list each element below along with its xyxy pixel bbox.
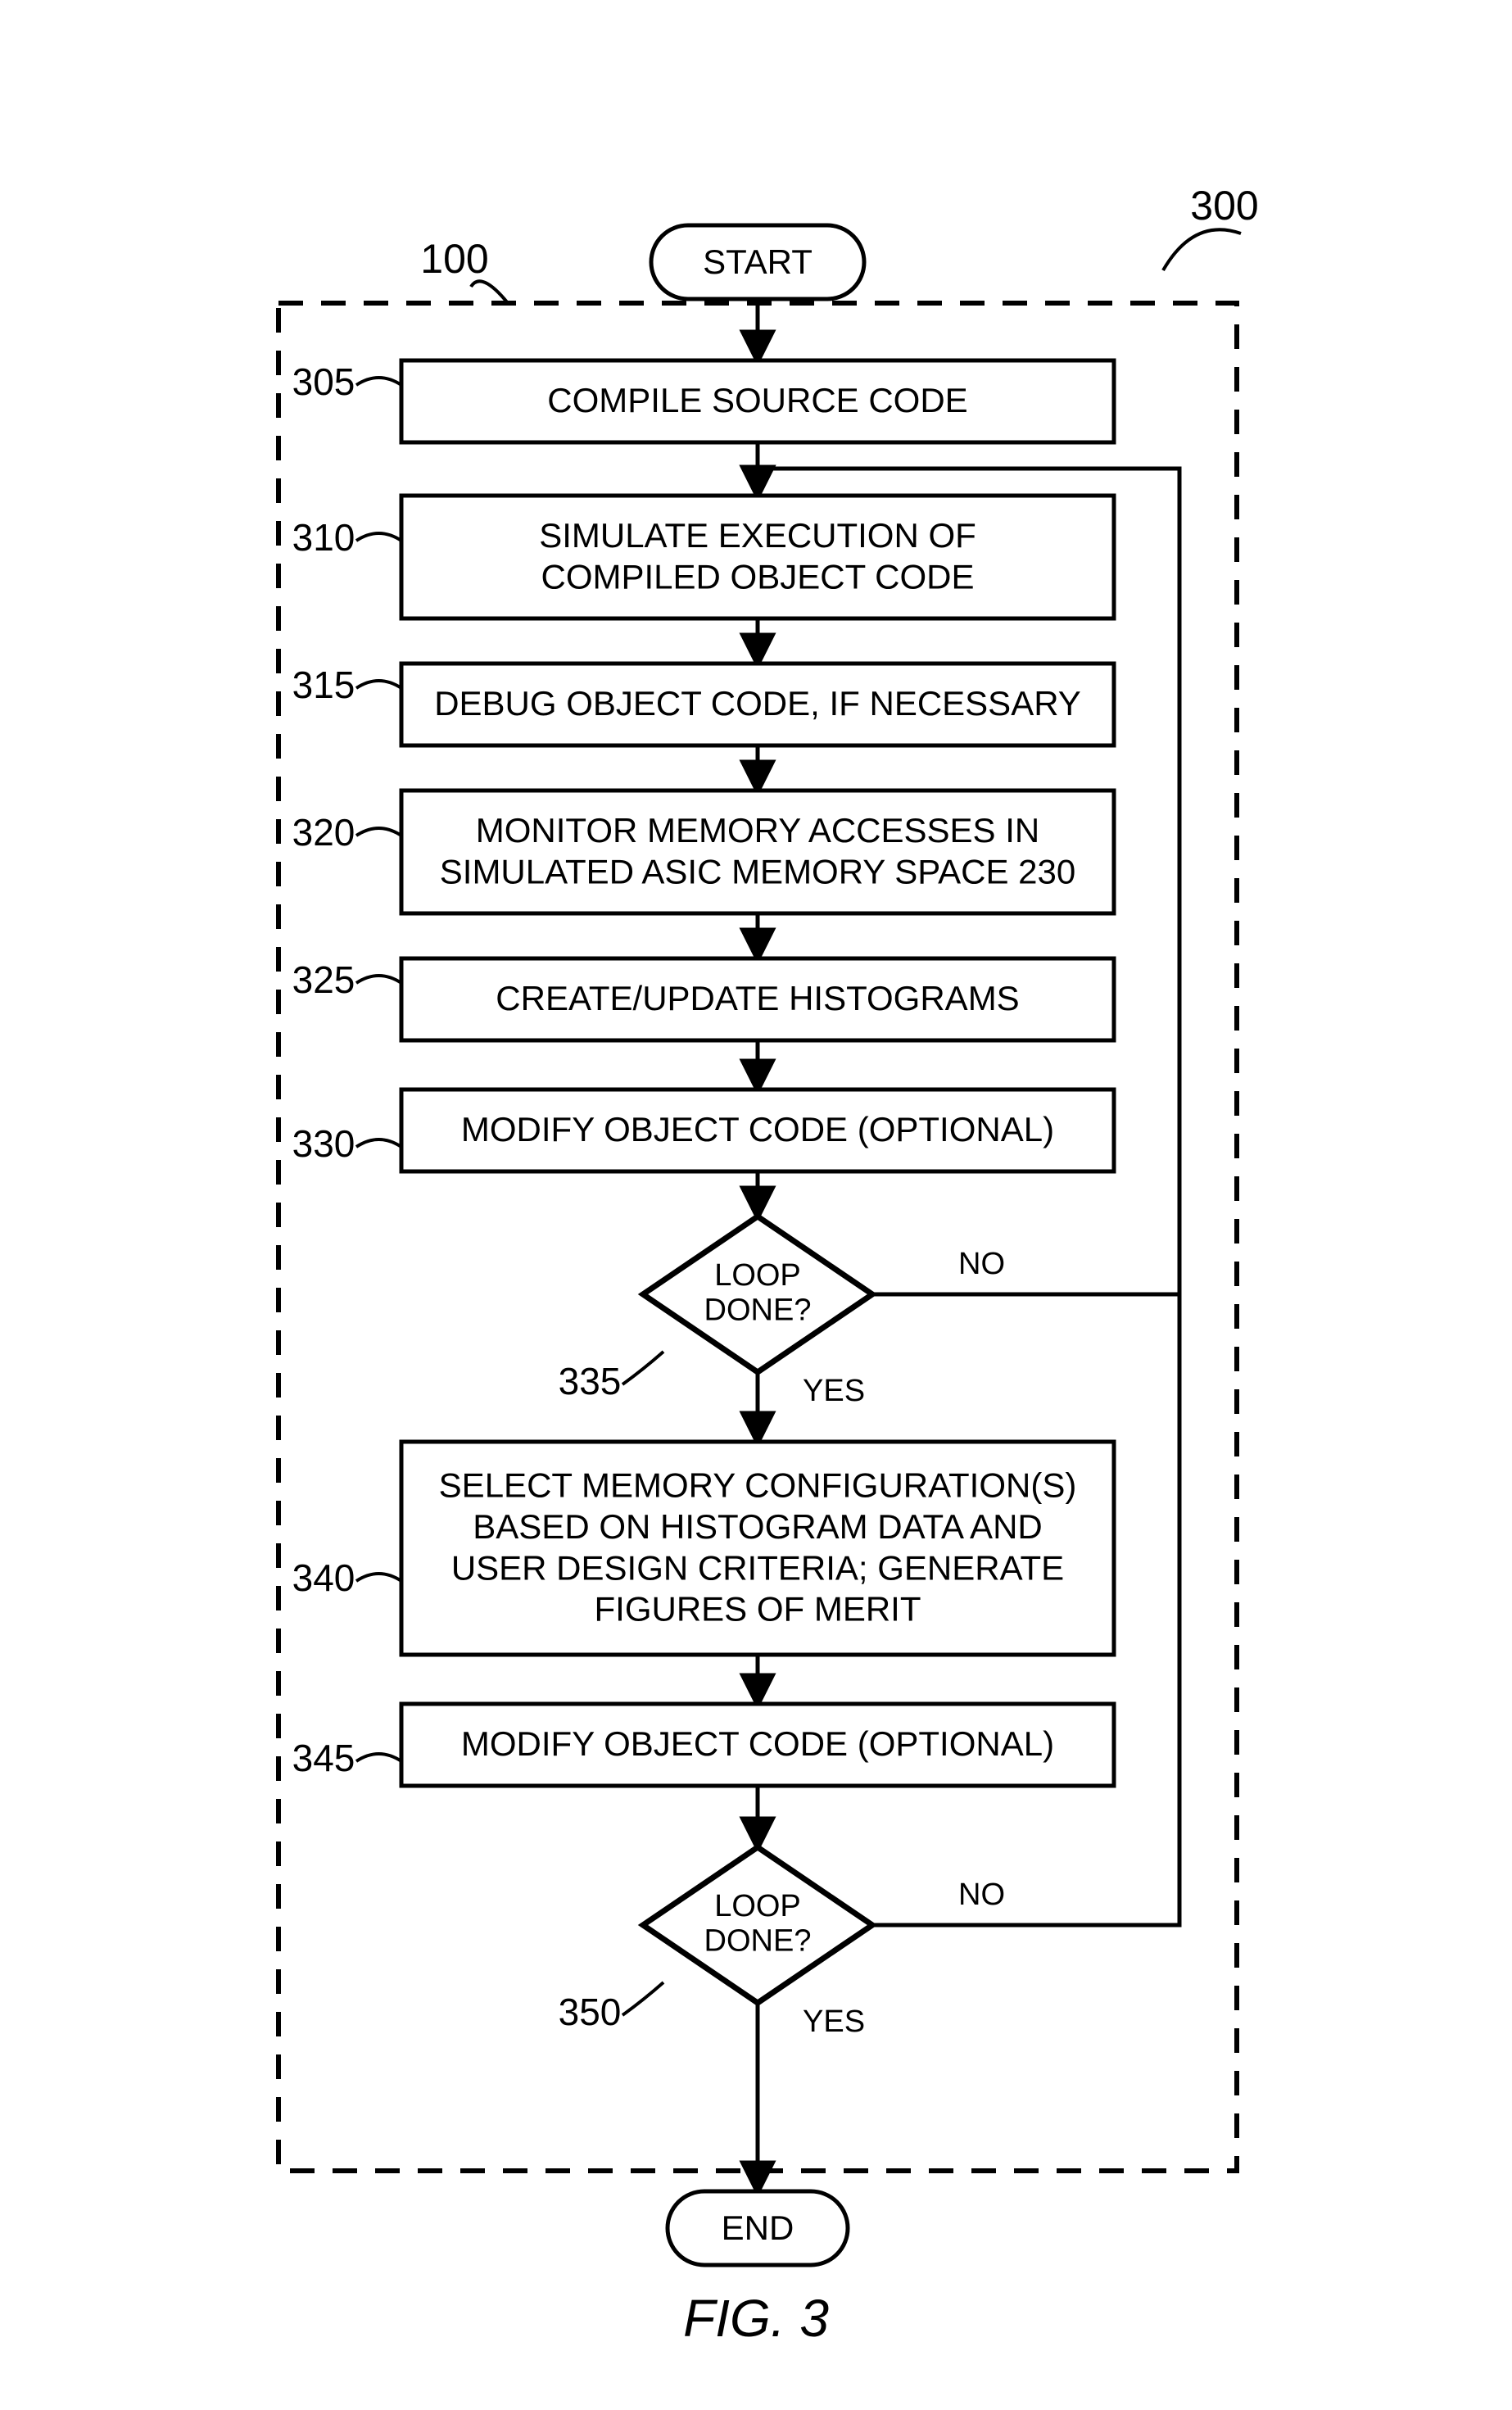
node-text-340-1: BASED ON HISTOGRAM DATA AND (473, 1507, 1042, 1546)
label-tick-6 (622, 1352, 663, 1384)
node-text-315-0: DEBUG OBJECT CODE, IF NECESSARY (434, 684, 1081, 723)
step-label-320: 320 (292, 811, 355, 854)
label-tick-7 (356, 1574, 401, 1581)
node-text-320-0: MONITOR MEMORY ACCESSES IN (476, 811, 1039, 849)
figure-page: 100 300 START END COMPILE SOURCE CODE 305 SIMU… (0, 0, 1512, 2410)
node-text-350-0: LOOP (714, 1889, 801, 1923)
node-text-340-0: SELECT MEMORY CONFIGURATION(S) (439, 1465, 1077, 1504)
ref-tick-100 (471, 281, 508, 303)
figure-caption: FIG. 3 (683, 2289, 829, 2348)
label-tick-1 (356, 533, 401, 541)
label-tick-2 (356, 681, 401, 688)
step-label-325: 325 (292, 958, 355, 1001)
label-tick-9 (622, 1982, 663, 2015)
node-text-330-0: MODIFY OBJECT CODE (OPTIONAL) (461, 1110, 1054, 1148)
step-label-335: 335 (559, 1360, 622, 1402)
step-label-315: 315 (292, 664, 355, 706)
edge-label-0: NO (958, 1247, 1005, 1281)
step-label-350: 350 (559, 1991, 622, 2033)
node-text-310-0: SIMULATE EXECUTION OF (539, 516, 976, 555)
node-text-350-1: DONE? (704, 1923, 812, 1958)
node-text-end: END (722, 2208, 794, 2247)
ref-label-100: 100 (420, 236, 488, 282)
edge-label-2: NO (958, 1878, 1005, 1912)
step-label-345: 345 (292, 1737, 355, 1779)
label-tick-4 (356, 976, 401, 983)
node-text-320-1: SIMULATED ASIC MEMORY SPACE 230 (440, 852, 1075, 890)
label-tick-5 (356, 1139, 401, 1147)
step-label-340: 340 (292, 1556, 355, 1599)
step-label-305: 305 (292, 360, 355, 403)
node-text-340-2: USER DESIGN CRITERIA; GENERATE (451, 1548, 1064, 1587)
ref-label-300: 300 (1190, 183, 1258, 229)
step-label-330: 330 (292, 1122, 355, 1165)
label-tick-3 (356, 828, 401, 836)
label-tick-0 (356, 378, 401, 385)
ref-tick-300 (1163, 229, 1241, 270)
label-tick-8 (356, 1754, 401, 1761)
node-text-start: START (703, 242, 813, 281)
node-text-325-0: CREATE/UPDATE HISTOGRAMS (496, 979, 1019, 1017)
node-text-345-0: MODIFY OBJECT CODE (OPTIONAL) (461, 1724, 1054, 1763)
node-text-340-3: FIGURES OF MERIT (595, 1590, 921, 1629)
node-text-310-1: COMPILED OBJECT CODE (541, 557, 975, 596)
node-text-305-0: COMPILE SOURCE CODE (547, 381, 967, 419)
flowchart-svg: 100 300 START END COMPILE SOURCE CODE 305 SIMU… (0, 0, 1512, 2410)
edge-label-1: YES (803, 1374, 865, 1408)
node-text-335-0: LOOP (714, 1258, 801, 1293)
node-text-335-1: DONE? (704, 1293, 812, 1327)
edge-label-3: YES (803, 2005, 865, 2039)
step-label-310: 310 (292, 516, 355, 559)
